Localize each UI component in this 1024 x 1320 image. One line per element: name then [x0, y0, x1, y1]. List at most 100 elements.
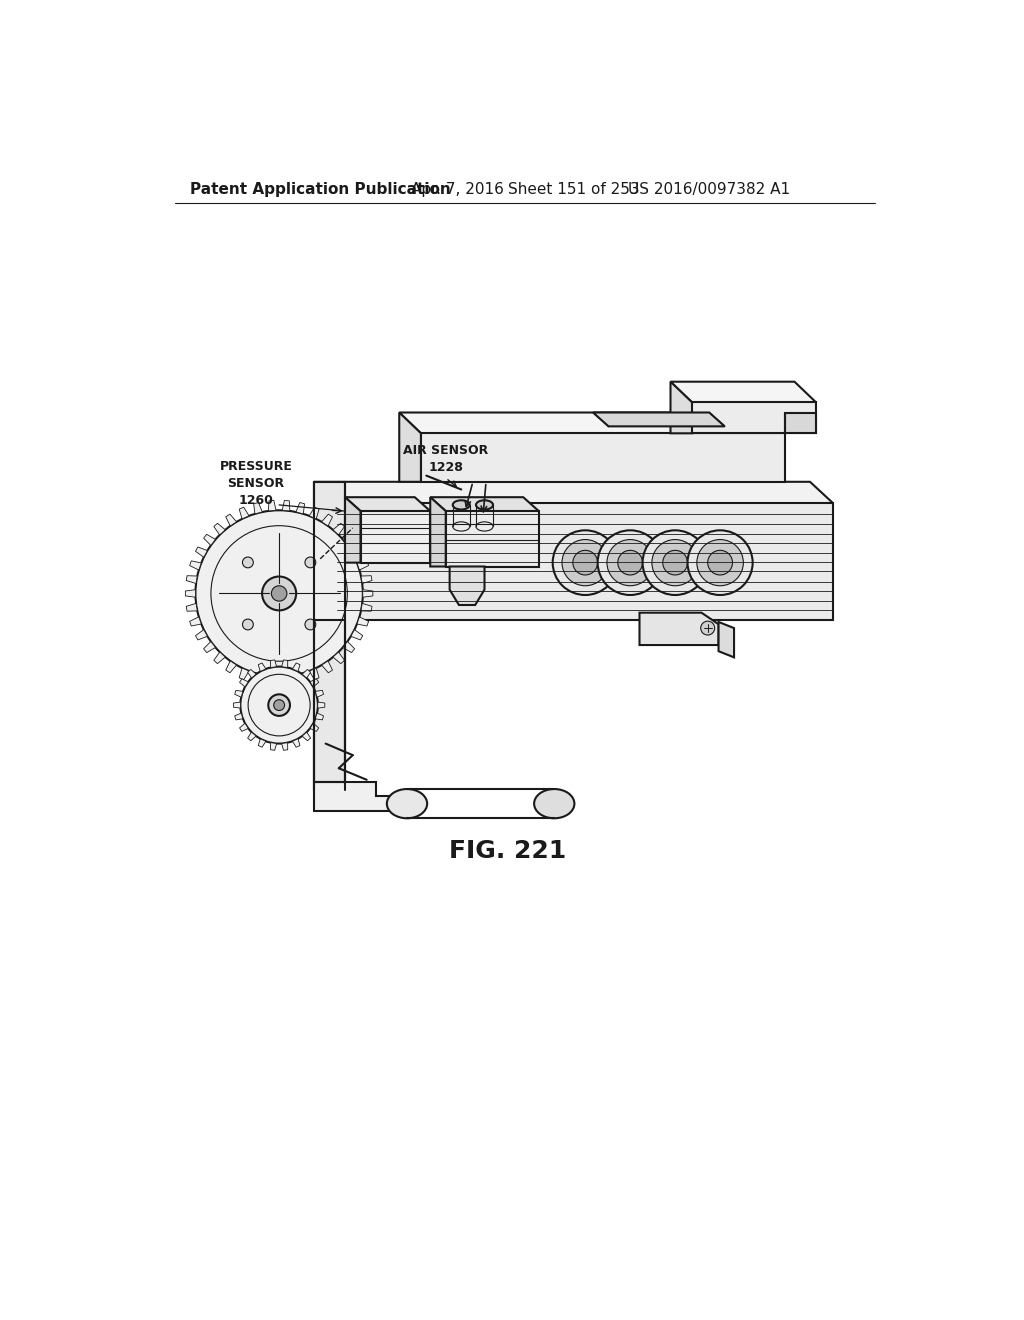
Polygon shape — [185, 590, 196, 597]
Polygon shape — [314, 781, 407, 810]
Polygon shape — [309, 668, 319, 680]
Text: FIG. 221: FIG. 221 — [450, 840, 566, 863]
Ellipse shape — [535, 789, 574, 818]
Polygon shape — [430, 498, 445, 566]
Polygon shape — [282, 660, 288, 668]
Text: AIR SENSOR
1228: AIR SENSOR 1228 — [403, 444, 488, 474]
Polygon shape — [268, 676, 276, 686]
Polygon shape — [322, 513, 333, 525]
Polygon shape — [214, 523, 225, 535]
Polygon shape — [282, 743, 288, 750]
Polygon shape — [399, 412, 785, 433]
Polygon shape — [357, 561, 369, 570]
Polygon shape — [333, 523, 344, 535]
Polygon shape — [361, 603, 372, 611]
Polygon shape — [248, 669, 256, 678]
Polygon shape — [362, 590, 373, 597]
Polygon shape — [317, 702, 325, 708]
Circle shape — [262, 577, 296, 610]
Polygon shape — [314, 482, 834, 503]
Circle shape — [553, 531, 617, 595]
Polygon shape — [240, 723, 248, 731]
Circle shape — [243, 619, 253, 630]
Circle shape — [663, 550, 687, 576]
Circle shape — [652, 540, 698, 586]
Polygon shape — [296, 673, 304, 684]
Circle shape — [708, 550, 732, 576]
Polygon shape — [351, 630, 362, 640]
Polygon shape — [399, 412, 421, 482]
Polygon shape — [314, 482, 337, 620]
Polygon shape — [189, 561, 202, 570]
Polygon shape — [357, 616, 369, 626]
Polygon shape — [293, 739, 300, 747]
Polygon shape — [214, 652, 225, 664]
Polygon shape — [719, 622, 734, 657]
Polygon shape — [310, 678, 318, 686]
Circle shape — [241, 667, 317, 743]
Polygon shape — [445, 511, 539, 566]
Circle shape — [271, 586, 287, 601]
Circle shape — [598, 531, 663, 595]
Polygon shape — [293, 663, 300, 672]
Polygon shape — [785, 412, 816, 433]
Polygon shape — [322, 661, 333, 673]
Polygon shape — [302, 733, 310, 741]
Polygon shape — [310, 723, 318, 731]
Polygon shape — [240, 668, 249, 680]
Circle shape — [305, 619, 315, 630]
Polygon shape — [196, 630, 208, 640]
Polygon shape — [421, 433, 785, 482]
Polygon shape — [270, 743, 276, 750]
Circle shape — [268, 694, 290, 715]
Text: Apr. 7, 2016: Apr. 7, 2016 — [411, 182, 504, 197]
Polygon shape — [640, 612, 719, 645]
Polygon shape — [258, 739, 266, 747]
Circle shape — [196, 511, 362, 677]
Polygon shape — [296, 503, 304, 513]
Polygon shape — [234, 713, 243, 719]
Polygon shape — [240, 678, 248, 686]
Polygon shape — [283, 500, 290, 511]
Ellipse shape — [453, 500, 470, 510]
Circle shape — [243, 557, 253, 568]
Polygon shape — [196, 546, 208, 557]
Circle shape — [273, 700, 285, 710]
Polygon shape — [671, 381, 692, 433]
Polygon shape — [333, 652, 344, 664]
Polygon shape — [345, 498, 360, 562]
Polygon shape — [343, 642, 354, 652]
Circle shape — [617, 550, 643, 576]
Circle shape — [687, 531, 753, 595]
Polygon shape — [254, 673, 262, 684]
Polygon shape — [345, 498, 430, 511]
Polygon shape — [270, 660, 276, 668]
Polygon shape — [361, 576, 372, 583]
Polygon shape — [315, 690, 324, 697]
Polygon shape — [337, 503, 834, 620]
Ellipse shape — [387, 789, 427, 818]
Text: Patent Application Publication: Patent Application Publication — [190, 182, 451, 197]
Polygon shape — [450, 566, 484, 605]
Polygon shape — [258, 663, 266, 672]
Polygon shape — [233, 702, 241, 708]
Text: Sheet 151 of 253: Sheet 151 of 253 — [508, 182, 639, 197]
Text: PRESSURE
SENSOR
1260: PRESSURE SENSOR 1260 — [219, 459, 292, 507]
Circle shape — [697, 540, 743, 586]
Polygon shape — [351, 546, 362, 557]
Polygon shape — [302, 669, 310, 678]
Circle shape — [572, 550, 598, 576]
Polygon shape — [314, 482, 345, 789]
Polygon shape — [204, 535, 215, 545]
Polygon shape — [692, 403, 816, 433]
Polygon shape — [268, 500, 276, 511]
Polygon shape — [248, 733, 256, 741]
Polygon shape — [186, 576, 198, 583]
Polygon shape — [309, 507, 319, 519]
Polygon shape — [315, 713, 324, 719]
Polygon shape — [225, 661, 237, 673]
Polygon shape — [254, 503, 262, 513]
Circle shape — [643, 531, 708, 595]
Polygon shape — [593, 412, 725, 426]
Polygon shape — [204, 642, 215, 652]
